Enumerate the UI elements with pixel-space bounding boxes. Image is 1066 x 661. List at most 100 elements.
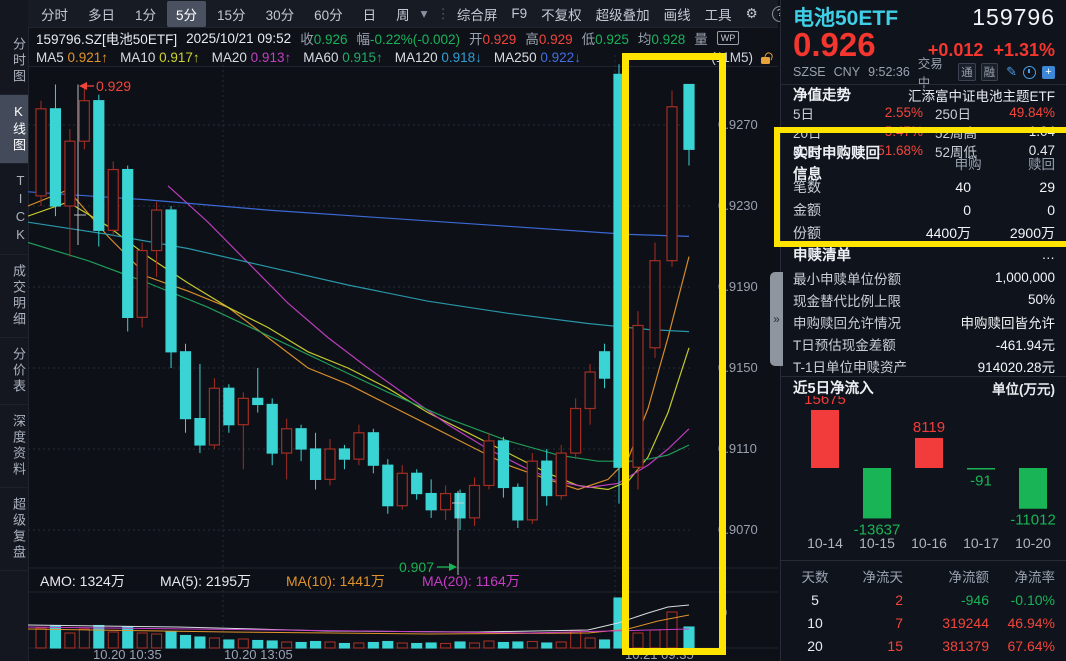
alert-bell-icon[interactable] bbox=[1023, 65, 1036, 79]
nav-trend-title[interactable]: 净值走势 bbox=[793, 88, 851, 104]
more-ellipsis-icon[interactable]: … bbox=[1041, 246, 1056, 262]
svg-text:0: 0 bbox=[720, 605, 727, 620]
svg-text:8119: 8119 bbox=[913, 419, 945, 436]
rt-redeem-value: 29 bbox=[1039, 178, 1055, 195]
list-row: 最小申赎单位份额 1,000,000 bbox=[781, 266, 1066, 289]
rt-label: 份额 bbox=[793, 224, 821, 241]
tool-超级叠加[interactable]: 超级叠加 bbox=[595, 7, 650, 23]
svg-text:0.9190: 0.9190 bbox=[718, 279, 758, 294]
quote-time: 9:52:36 bbox=[868, 65, 910, 79]
tab-多日[interactable]: 多日 bbox=[88, 7, 115, 23]
svg-text:0.9110: 0.9110 bbox=[718, 441, 757, 456]
table-cell: -0.10% bbox=[1010, 592, 1055, 608]
list-label: 现金替代比例上限 bbox=[793, 293, 901, 309]
tab-分时[interactable]: 分时 bbox=[41, 7, 68, 23]
subscription-list-title[interactable]: 申赎清单 bbox=[793, 247, 851, 264]
symbol-code: 159796.SZ[电池50ETF] bbox=[36, 32, 178, 47]
add-icon[interactable]: + bbox=[1042, 65, 1055, 79]
nav-label: 20日 bbox=[793, 125, 822, 141]
svg-text:10.20 13:05: 10.20 13:05 bbox=[224, 647, 293, 661]
field-开: 开0.929 bbox=[469, 28, 516, 48]
tab-周[interactable]: 周 bbox=[396, 7, 410, 23]
tool-综合屏[interactable]: 综合屏 bbox=[456, 7, 498, 23]
list-label: T日预估现金差额 bbox=[793, 337, 896, 353]
sidebar-item-超级复盘[interactable]: 超级复盘 bbox=[0, 488, 28, 571]
rt-redeem-value: 0 bbox=[1047, 201, 1055, 218]
margin-badges: 通融 bbox=[958, 63, 999, 81]
sidebar-item-分时图[interactable]: 分时图 bbox=[0, 28, 28, 95]
kline-chart[interactable]: 0.92700.92300.91900.91500.91100.90700.92… bbox=[28, 55, 778, 661]
rt-subscribe-value: 4400万 bbox=[925, 224, 971, 241]
rt-subscribe-value: 40 bbox=[955, 178, 971, 195]
svg-text:0.9230: 0.9230 bbox=[718, 198, 758, 213]
nav-value: 0.47 bbox=[1028, 143, 1055, 158]
svg-text:0.9150: 0.9150 bbox=[718, 360, 758, 375]
field-高: 高0.929 bbox=[525, 28, 572, 48]
bar-datetime: 2025/10/21 09:52 bbox=[186, 30, 292, 46]
tab-1分[interactable]: 1分 bbox=[135, 7, 157, 23]
svg-text:-11012: -11012 bbox=[1010, 512, 1056, 529]
tool-画线[interactable]: 画线 bbox=[663, 7, 691, 23]
field-value: 0.925 bbox=[595, 32, 629, 47]
nav-value: 1.04 bbox=[1028, 124, 1055, 139]
ma-items: MA5 0.921↑ MA10 0.917↑ MA20 0.913↑ MA60 0.9… bbox=[36, 50, 581, 65]
etf-code: 159796 bbox=[972, 3, 1055, 30]
field-均: 均0.928 bbox=[638, 28, 685, 48]
tab-60分[interactable]: 60分 bbox=[314, 7, 343, 23]
nav-label: 60日 bbox=[793, 144, 822, 160]
svg-text:10-16: 10-16 bbox=[911, 535, 947, 551]
table-row: 5 2 -946 -0.10% bbox=[781, 589, 1066, 611]
tab-30分[interactable]: 30分 bbox=[265, 7, 295, 23]
tool-F9[interactable]: F9 bbox=[511, 6, 528, 21]
tab-5分[interactable]: 5分 bbox=[167, 0, 207, 27]
flow-table-header: 天数 净流天 净流额 净流率 bbox=[781, 566, 1066, 586]
list-value: 914020.28元 bbox=[977, 359, 1055, 375]
nav-row: 20日 5.47% 52周高 1.04 bbox=[781, 122, 1066, 141]
realtime-row-份额: 份额 4400万 2900万 bbox=[781, 221, 1066, 244]
list-row: T日预估现金差额 -461.94元 bbox=[781, 332, 1066, 355]
chevron-down-icon[interactable]: ▾ bbox=[420, 5, 428, 21]
field-低: 低0.925 bbox=[582, 28, 629, 48]
table-cell: 46.94% bbox=[1007, 615, 1055, 631]
panel-expand-handle[interactable]: » bbox=[770, 272, 783, 366]
ma-MA60: MA60 0.915↑ bbox=[303, 49, 383, 65]
nav-label: 5日 bbox=[793, 106, 815, 122]
field-value: 0.929 bbox=[482, 32, 517, 47]
tab-日[interactable]: 日 bbox=[362, 7, 377, 23]
field-收: 收0.926 bbox=[300, 28, 347, 48]
period-tabs: 分时 多日 1分 5分 15分 30分 60分 日 周 bbox=[32, 0, 419, 27]
sidebar-item-TICK[interactable]: TICK bbox=[0, 164, 28, 255]
redeem-col-header: 赎回 bbox=[1028, 157, 1055, 172]
wp-badge-icon[interactable]: WP bbox=[716, 31, 740, 45]
gear-icon[interactable]: ⚙ bbox=[745, 5, 758, 21]
pencil-icon[interactable]: ✎ bbox=[1006, 64, 1017, 79]
svg-text:MA(5): 2195万: MA(5): 2195万 bbox=[160, 573, 251, 589]
realtime-row-金额: 金额 0 0 bbox=[781, 198, 1066, 221]
rt-redeem-value: 2900万 bbox=[1009, 224, 1055, 241]
sidebar-item-成交明细[interactable]: 成交明细 bbox=[0, 255, 28, 338]
nav-label: 52周高 bbox=[935, 125, 978, 141]
tab-15分[interactable]: 15分 bbox=[217, 7, 246, 23]
unlock-icon[interactable] bbox=[761, 50, 774, 64]
table-cell: 2 bbox=[895, 592, 903, 608]
tool-工具[interactable]: 工具 bbox=[704, 7, 732, 23]
table-header-天数: 天数 bbox=[801, 570, 829, 585]
sidebar-item-K线图[interactable]: K线图 bbox=[0, 95, 28, 164]
svg-text:10.21 09:35: 10.21 09:35 bbox=[625, 647, 694, 661]
sidebar-item-深度资料[interactable]: 深度资料 bbox=[0, 405, 28, 488]
table-cell: 381379 bbox=[942, 638, 989, 654]
toolbar-divider: ⋮ bbox=[436, 5, 450, 21]
table-cell: 7 bbox=[895, 615, 903, 631]
realtime-subscription-title: 实时申购赎回信息 bbox=[793, 146, 880, 183]
svg-text:0.9070: 0.9070 bbox=[718, 522, 758, 537]
nav-label: 250日 bbox=[935, 106, 972, 122]
ma-MA5: MA5 0.921↑ bbox=[36, 49, 109, 65]
nav-value: 2.55% bbox=[884, 105, 923, 120]
tool-不复权[interactable]: 不复权 bbox=[541, 7, 582, 23]
table-cell: 67.64% bbox=[1007, 638, 1055, 654]
market-state: 交易中 bbox=[917, 57, 943, 90]
list-value: 1,000,000 bbox=[994, 270, 1055, 285]
list-label: 申购赎回允许情况 bbox=[793, 315, 901, 331]
field-量: 量 bbox=[694, 28, 708, 48]
sidebar-item-分价表[interactable]: 分价表 bbox=[0, 338, 28, 405]
